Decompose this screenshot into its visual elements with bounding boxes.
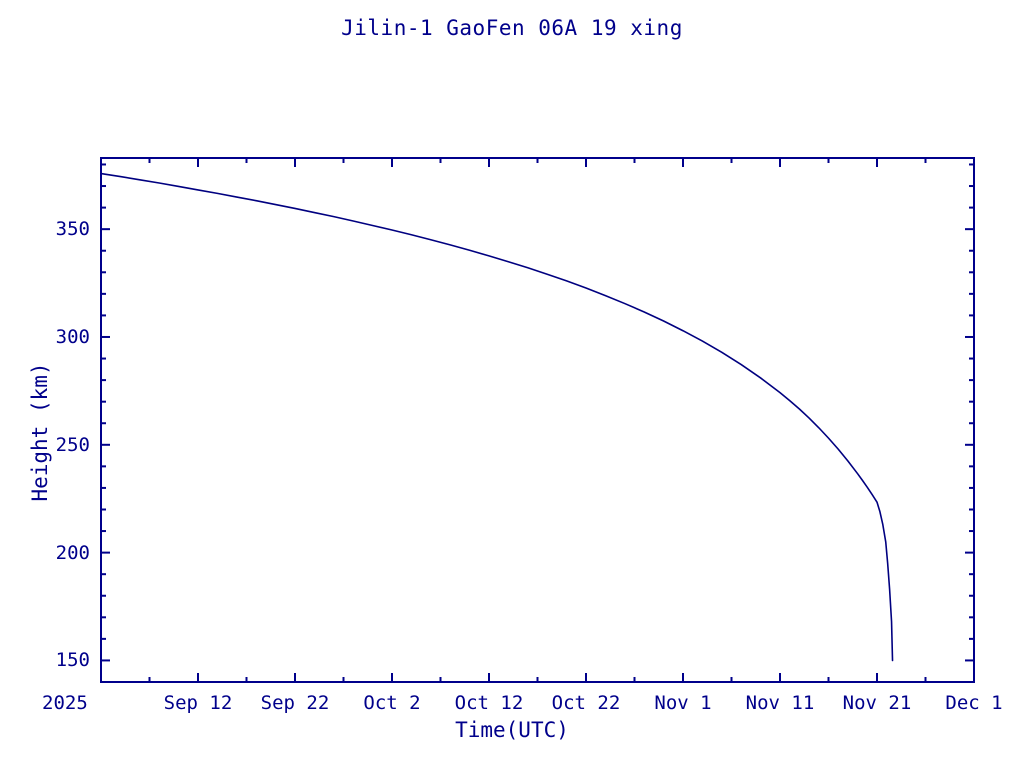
- y-axis-title: Height (km): [28, 362, 52, 502]
- x-axis-year-label: 2025: [42, 692, 88, 714]
- x-tick-label-4: Oct 22: [551, 692, 621, 714]
- x-tick-label-2: Oct 2: [363, 692, 421, 714]
- data-series-line: [100, 172, 894, 662]
- x-tick-label-3: Oct 12: [454, 692, 524, 714]
- y-tick-label-2: 250: [55, 433, 90, 456]
- x-tick-label-1: Sep 22: [260, 692, 330, 714]
- y-tick-label-4: 150: [55, 649, 90, 672]
- x-tick-label-5: Nov 1: [654, 692, 712, 714]
- y-tick-label-1: 300: [55, 325, 90, 348]
- x-tick-label-8: Dec 1: [945, 692, 1003, 714]
- plot-frame: [100, 157, 975, 683]
- x-tick-label-6: Nov 11: [745, 692, 815, 714]
- x-axis-title: Time(UTC): [455, 718, 569, 742]
- chart-title: Jilin-1 GaoFen 06A 19 xing: [341, 16, 683, 40]
- axis-ticks: [100, 158, 975, 683]
- x-tick-label-0: Sep 12: [163, 692, 233, 714]
- y-tick-label-0: 350: [55, 218, 90, 241]
- y-tick-label-3: 200: [55, 541, 90, 564]
- x-tick-label-7: Nov 21: [842, 692, 912, 714]
